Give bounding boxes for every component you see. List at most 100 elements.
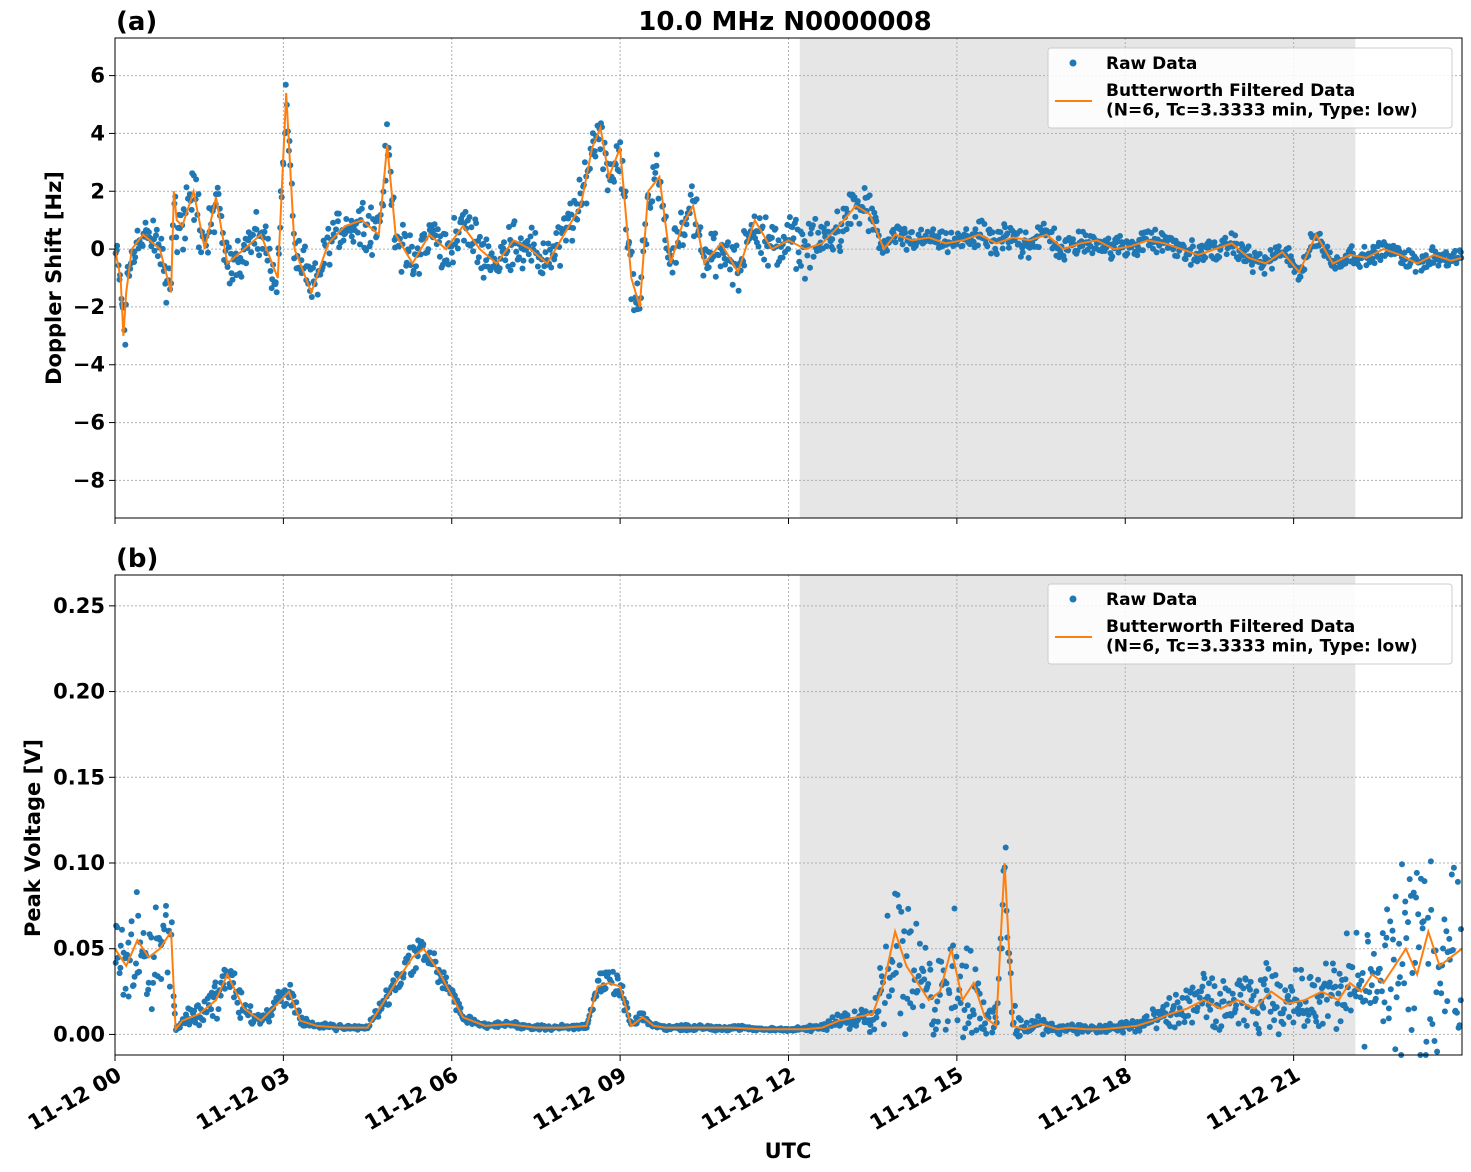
raw-data-point	[583, 200, 590, 207]
raw-data-point	[944, 249, 951, 256]
raw-data-point	[1249, 269, 1256, 276]
raw-data-point	[131, 248, 138, 255]
panel-a-y-axis-label: Doppler Shift [Hz]	[42, 171, 66, 385]
raw-data-point	[1240, 1017, 1247, 1024]
raw-data-point	[330, 219, 337, 226]
raw-data-point	[1289, 987, 1296, 994]
raw-data-point	[1382, 942, 1389, 949]
raw-data-point	[282, 81, 289, 88]
raw-data-point	[1428, 906, 1435, 913]
raw-data-point	[1019, 249, 1026, 256]
raw-data-point	[1362, 997, 1369, 1004]
raw-data-point	[200, 1017, 207, 1024]
raw-data-point	[476, 233, 483, 240]
panel-a: 6 4 2 0 −2 −4 −6 −8 (a) Doppler Shift [Hz] Raw …	[42, 7, 1465, 524]
raw-data-point	[1358, 977, 1365, 984]
raw-data-point	[1437, 980, 1444, 987]
y-tick-label: −4	[73, 353, 105, 377]
raw-data-point	[1402, 898, 1409, 905]
raw-data-point	[1245, 243, 1252, 250]
raw-data-point	[1166, 995, 1173, 1001]
raw-data-point	[152, 904, 159, 911]
y-tick-label: 6	[90, 64, 105, 88]
raw-data-point	[1361, 1043, 1368, 1050]
raw-data-point	[1376, 965, 1383, 972]
legend-raw-label: Raw Data	[1106, 54, 1197, 74]
raw-data-point	[1453, 260, 1460, 267]
raw-data-point	[354, 229, 361, 236]
raw-data-point	[182, 235, 189, 242]
raw-data-point	[1312, 1013, 1319, 1020]
raw-data-point	[1089, 250, 1096, 257]
raw-data-point	[528, 224, 535, 231]
raw-data-point	[983, 1030, 990, 1037]
raw-data-point	[1359, 970, 1366, 976]
raw-data-point	[347, 227, 354, 234]
raw-data-point	[597, 146, 604, 153]
raw-data-point	[256, 252, 263, 259]
raw-data-point	[1280, 1021, 1287, 1027]
raw-data-point	[488, 250, 495, 257]
raw-data-point	[705, 264, 712, 271]
raw-data-point	[448, 249, 455, 256]
raw-data-point	[759, 223, 766, 230]
raw-data-point	[717, 263, 724, 270]
raw-data-point	[1272, 972, 1279, 978]
raw-data-point	[198, 249, 205, 256]
raw-data-point	[1115, 249, 1122, 256]
raw-data-point	[1456, 1022, 1463, 1029]
raw-data-point	[935, 234, 942, 241]
raw-data-point	[238, 273, 245, 280]
raw-data-point	[1427, 858, 1434, 865]
raw-data-point	[135, 912, 142, 919]
raw-data-point	[1385, 1015, 1392, 1022]
raw-data-point	[905, 905, 912, 912]
raw-data-point	[150, 979, 157, 986]
raw-data-point	[1449, 947, 1456, 953]
raw-data-point	[1202, 254, 1209, 261]
raw-data-point	[1181, 1019, 1188, 1026]
raw-data-point	[161, 926, 168, 933]
raw-data-point	[1194, 1004, 1201, 1011]
raw-data-point	[1390, 936, 1396, 943]
raw-data-point	[466, 214, 473, 221]
raw-data-point	[927, 966, 934, 973]
raw-data-point	[174, 249, 181, 256]
raw-data-point	[133, 889, 140, 896]
raw-data-point	[930, 226, 937, 233]
raw-data-point	[1232, 232, 1239, 239]
raw-data-point	[1296, 1001, 1303, 1008]
raw-data-point	[1172, 991, 1179, 998]
raw-data-point	[1229, 990, 1236, 997]
raw-data-point	[461, 237, 467, 244]
raw-data-point	[133, 960, 139, 967]
raw-data-point	[405, 952, 412, 959]
raw-data-point	[253, 208, 260, 215]
raw-data-point	[502, 257, 509, 264]
raw-data-point	[616, 168, 623, 175]
raw-data-point	[954, 995, 961, 1002]
raw-data-point	[920, 968, 927, 975]
raw-data-point	[653, 162, 660, 169]
panel-b-legend: Raw Data Butterworth Filtered Data (N=6, …	[1047, 583, 1453, 665]
raw-data-point	[1275, 243, 1282, 250]
raw-data-point	[1316, 230, 1323, 237]
raw-data-point	[892, 969, 899, 976]
raw-data-point	[602, 985, 609, 992]
raw-data-point	[1243, 258, 1250, 265]
raw-data-point	[1015, 240, 1022, 247]
x-tick-label: 11-12 06	[360, 1063, 462, 1136]
raw-data-point	[188, 206, 195, 213]
raw-data-point	[1411, 1005, 1418, 1012]
raw-data-point	[1369, 969, 1376, 976]
raw-data-point	[843, 226, 850, 233]
raw-data-point	[946, 990, 953, 997]
raw-data-point	[812, 215, 819, 222]
raw-data-point	[954, 1017, 961, 1024]
raw-data-point	[1316, 999, 1323, 1005]
raw-data-point	[1255, 1025, 1262, 1032]
raw-data-point	[1235, 1020, 1242, 1027]
raw-data-point	[1301, 266, 1308, 273]
raw-data-point	[997, 229, 1004, 236]
raw-data-point	[1263, 960, 1270, 966]
